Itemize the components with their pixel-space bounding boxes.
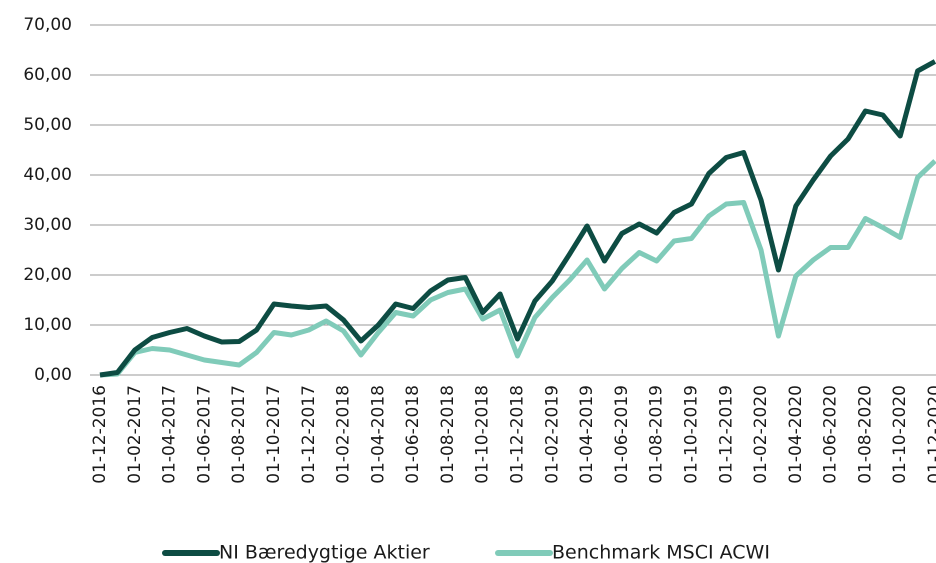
x-tick-label: 01-12-2017 [299, 385, 319, 484]
x-tick-label: 01-02-2020 [751, 385, 771, 484]
x-tick-label: 01-10-2020 [890, 385, 910, 484]
legend-label: NI Bæredygtige Aktier [219, 542, 430, 563]
y-tick-label: 70,00 [23, 15, 72, 35]
x-tick-label: 01-08-2017 [229, 385, 249, 484]
x-tick-label: 01-04-2017 [160, 385, 180, 484]
x-tick-label: 01-10-2018 [473, 385, 493, 484]
x-tick-label: 01-12-2016 [90, 385, 110, 484]
x-tick-label: 01-10-2017 [264, 385, 284, 484]
x-tick-label: 01-02-2018 [334, 385, 354, 484]
x-tick-label: 01-08-2019 [647, 385, 667, 484]
x-tick-label: 01-08-2018 [438, 385, 458, 484]
x-tick-label: 01-06-2017 [194, 385, 214, 484]
y-tick-label: 40,00 [23, 165, 72, 185]
y-tick-label: 10,00 [23, 315, 72, 335]
x-tick-label: 01-10-2019 [681, 385, 701, 484]
x-tick-label: 01-02-2019 [542, 385, 562, 484]
x-tick-label: 01-02-2017 [125, 385, 145, 484]
x-tick-label: 01-06-2019 [612, 385, 632, 484]
x-tick-label: 01-12-2018 [508, 385, 528, 484]
x-tick-label: 01-04-2019 [577, 385, 597, 484]
y-tick-label: 60,00 [23, 65, 72, 85]
legend-label: Benchmark MSCI ACWI [552, 542, 770, 563]
x-tick-label: 01-12-2019 [716, 385, 736, 484]
x-tick-label: 01-06-2020 [821, 385, 841, 484]
y-tick-label: 30,00 [23, 215, 72, 235]
series-line [99, 59, 936, 378]
x-tick-label: 01-12-2020 [925, 385, 936, 484]
y-tick-label: 20,00 [23, 265, 72, 285]
y-tick-label: 0,00 [34, 365, 72, 385]
series-line [99, 159, 936, 378]
x-tick-label: 01-04-2020 [786, 385, 806, 484]
x-tick-label: 01-04-2018 [368, 385, 388, 484]
x-tick-label: 01-06-2018 [403, 385, 423, 484]
x-tick-label: 01-08-2020 [855, 385, 875, 484]
y-tick-label: 50,00 [23, 115, 72, 135]
